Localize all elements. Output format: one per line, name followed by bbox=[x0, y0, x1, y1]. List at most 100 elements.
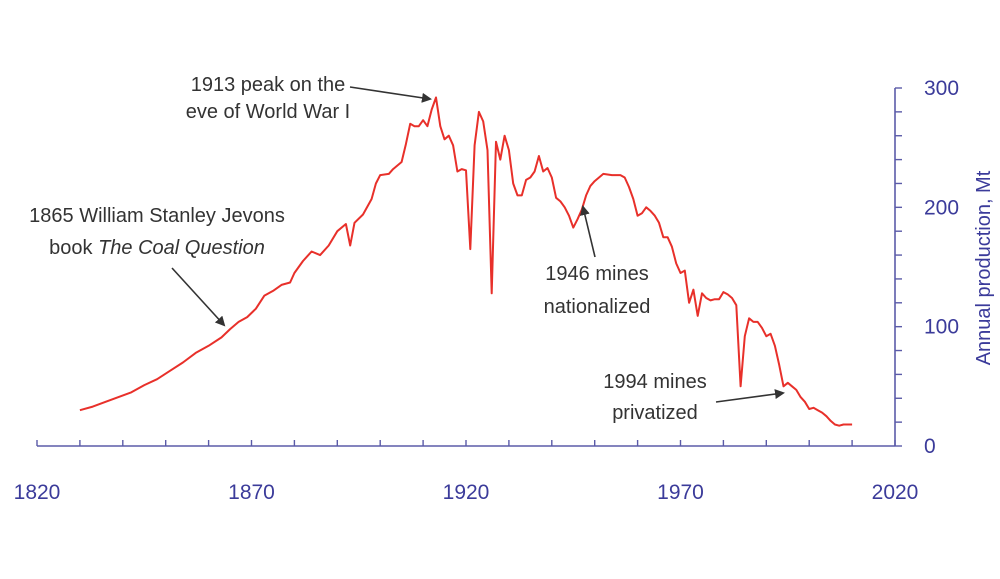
production-point bbox=[392, 168, 394, 170]
annotation-jevons-line2: book The Coal Question bbox=[49, 237, 265, 259]
production-point bbox=[529, 177, 531, 179]
annotation-jevons: 1865 William Stanley Jevons book The Coa… bbox=[29, 205, 285, 327]
production-point bbox=[426, 125, 428, 127]
production-point bbox=[813, 407, 815, 409]
production-point bbox=[551, 177, 553, 179]
production-point bbox=[362, 214, 364, 216]
annotation-nationalized-line1: 1946 mines bbox=[545, 263, 648, 285]
production-point bbox=[238, 321, 240, 323]
production-point bbox=[765, 335, 767, 337]
production-point bbox=[499, 159, 501, 161]
production-point bbox=[572, 227, 574, 229]
y-axis-label: Annual production, Mt bbox=[973, 170, 995, 365]
production-point bbox=[770, 333, 772, 335]
production-point bbox=[847, 424, 849, 426]
production-point bbox=[718, 298, 720, 300]
production-point bbox=[461, 168, 463, 170]
production-point bbox=[354, 222, 356, 224]
production-line bbox=[79, 96, 853, 427]
production-point bbox=[645, 206, 647, 208]
production-point bbox=[456, 171, 458, 173]
production-point bbox=[182, 362, 184, 364]
production-point bbox=[508, 149, 510, 151]
production-point bbox=[379, 174, 381, 176]
production-point bbox=[667, 236, 669, 238]
production-point bbox=[319, 254, 321, 256]
annotation-privatized-arrow bbox=[715, 389, 785, 403]
production-point bbox=[465, 169, 467, 171]
production-point bbox=[328, 245, 330, 247]
production-point bbox=[221, 336, 223, 338]
annotation-jevons-line1: 1865 William Stanley Jevons bbox=[29, 205, 285, 227]
production-point bbox=[525, 179, 527, 181]
production-point bbox=[229, 328, 231, 330]
production-point bbox=[289, 282, 291, 284]
production-point bbox=[375, 183, 377, 185]
y-tick-label: 100 bbox=[924, 316, 959, 339]
production-point bbox=[482, 120, 484, 122]
production-point bbox=[512, 183, 514, 185]
production-point bbox=[130, 391, 132, 393]
production-point bbox=[478, 111, 480, 113]
production-point bbox=[624, 177, 626, 179]
production-point bbox=[469, 248, 471, 250]
production-point bbox=[654, 215, 656, 217]
annotation-privatized: 1994 mines privatized bbox=[603, 371, 785, 424]
y-tick-label: 0 bbox=[924, 435, 936, 458]
production-point bbox=[409, 123, 411, 125]
production-point bbox=[722, 291, 724, 293]
x-axis: 1820 1870 1920 1970 2020 bbox=[14, 440, 918, 504]
production-point bbox=[688, 302, 690, 304]
annotation-peak-line2: eve of World War I bbox=[186, 101, 351, 123]
production-point bbox=[208, 345, 210, 347]
x-tick-label: 1920 bbox=[443, 481, 490, 504]
production-point bbox=[757, 321, 759, 323]
production-point bbox=[594, 180, 596, 182]
production-point bbox=[830, 420, 832, 422]
production-point bbox=[534, 171, 536, 173]
y-tick-label: 200 bbox=[924, 196, 959, 219]
production-point bbox=[246, 316, 248, 318]
production-point bbox=[495, 141, 497, 143]
production-point bbox=[817, 409, 819, 411]
production-point bbox=[821, 412, 823, 414]
production-point bbox=[714, 298, 716, 300]
production-point bbox=[710, 299, 712, 301]
production-point bbox=[581, 209, 583, 211]
production-point bbox=[521, 194, 523, 196]
production-point bbox=[439, 125, 441, 127]
production-point bbox=[680, 272, 682, 274]
production-point bbox=[748, 317, 750, 319]
production-point bbox=[559, 200, 561, 202]
production-point bbox=[105, 401, 107, 403]
x-tick-label: 1870 bbox=[228, 481, 275, 504]
production-point bbox=[401, 161, 403, 163]
production-point bbox=[731, 297, 733, 299]
production-point bbox=[589, 185, 591, 187]
production-point bbox=[705, 297, 707, 299]
production-point bbox=[444, 138, 446, 140]
production-point bbox=[843, 424, 845, 426]
annotation-nationalized-arrow bbox=[580, 205, 596, 258]
production-point bbox=[650, 210, 652, 212]
production-point bbox=[405, 143, 407, 145]
production-point bbox=[632, 198, 634, 200]
production-point bbox=[744, 335, 746, 337]
production-point bbox=[735, 304, 737, 306]
production-point bbox=[281, 284, 283, 286]
production-point bbox=[504, 135, 506, 137]
production-point bbox=[692, 289, 694, 291]
production-point bbox=[568, 215, 570, 217]
production-point bbox=[448, 135, 450, 137]
production-point bbox=[349, 245, 351, 247]
production-point bbox=[675, 262, 677, 264]
production-point bbox=[783, 385, 785, 387]
production-point bbox=[602, 173, 604, 175]
production-point bbox=[774, 345, 776, 347]
annotation-nationalized-line2: nationalized bbox=[544, 296, 651, 318]
production-point bbox=[795, 389, 797, 391]
production-point bbox=[547, 167, 549, 169]
production-point bbox=[740, 385, 742, 387]
production-point bbox=[272, 290, 274, 292]
